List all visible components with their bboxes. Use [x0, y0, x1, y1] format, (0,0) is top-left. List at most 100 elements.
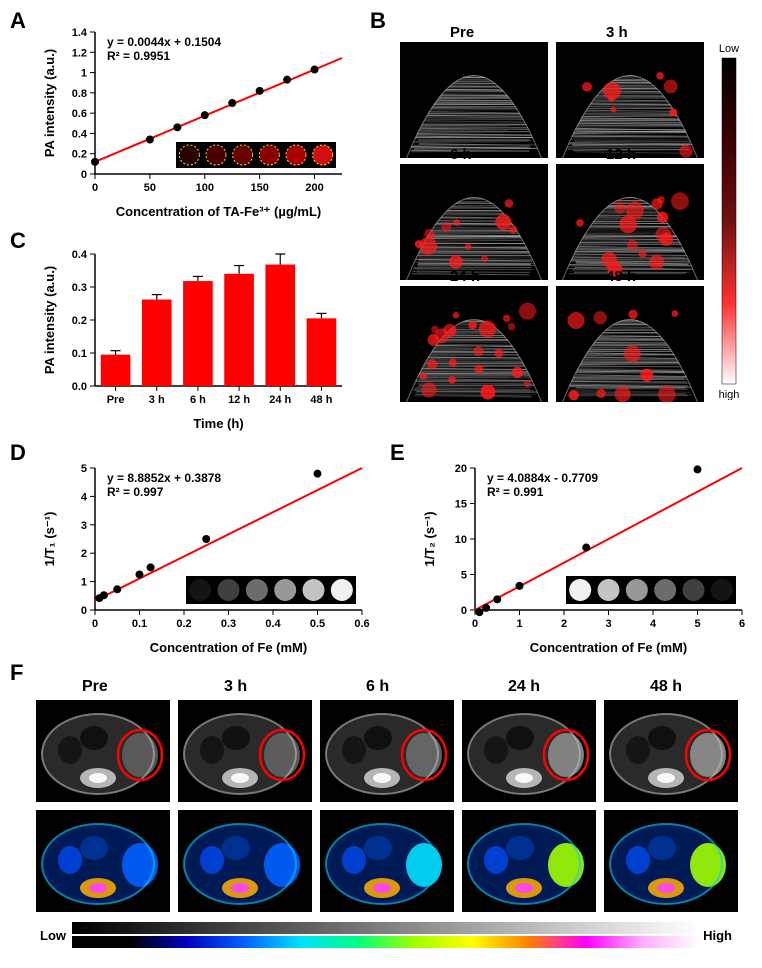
panel-f-tile [320, 810, 454, 912]
panel-f-tile-label: 24 h [508, 678, 540, 696]
panel-f-tile [604, 810, 738, 912]
svg-text:R² = 0.9951: R² = 0.9951 [107, 49, 170, 63]
panel-f-tile-label: Pre [82, 678, 108, 696]
svg-text:1/T₂ (s⁻¹): 1/T₂ (s⁻¹) [422, 511, 437, 566]
svg-text:150: 150 [250, 182, 268, 194]
svg-text:15: 15 [455, 499, 467, 511]
svg-text:6: 6 [739, 618, 745, 630]
panel-label-e: E [390, 440, 405, 466]
panel-label-f: F [10, 660, 23, 686]
svg-text:0: 0 [472, 618, 478, 630]
svg-text:PA intensity (a.u.): PA intensity (a.u.) [42, 266, 57, 374]
panel-f-gray-row [36, 700, 738, 802]
svg-text:0.2: 0.2 [72, 315, 87, 327]
svg-text:0: 0 [461, 605, 467, 617]
panel-b-tile [556, 42, 704, 158]
panel-b-tile-label: 48 h [606, 268, 636, 285]
svg-text:y = 0.0044x + 0.1504: y = 0.0044x + 0.1504 [107, 35, 221, 49]
svg-text:1: 1 [81, 68, 87, 80]
svg-text:0.3: 0.3 [72, 282, 87, 294]
panel-b-tile-label: 12 h [606, 146, 636, 163]
svg-text:0.4: 0.4 [72, 128, 88, 140]
svg-text:24 h: 24 h [269, 394, 291, 406]
svg-text:5: 5 [461, 570, 467, 582]
svg-text:0: 0 [92, 182, 98, 194]
panel-f-tile-label: 6 h [366, 678, 389, 696]
svg-text:0: 0 [92, 618, 98, 630]
svg-text:3 h: 3 h [149, 394, 165, 406]
panel-b-grid [400, 42, 704, 402]
svg-text:4: 4 [650, 618, 657, 630]
svg-text:High: High [703, 928, 732, 943]
panel-b-tile-label: Pre [450, 24, 474, 41]
svg-text:Concentration of Fe (mM): Concentration of Fe (mM) [150, 640, 307, 655]
svg-text:0: 0 [81, 169, 87, 181]
svg-text:200: 200 [305, 182, 323, 194]
panel-f-tile [604, 700, 738, 802]
panel-b-tile [556, 286, 704, 402]
svg-text:1/T₁ (s⁻¹): 1/T₁ (s⁻¹) [42, 512, 57, 567]
panel-b-tile-label: 24 h [450, 268, 480, 285]
svg-text:5: 5 [694, 618, 700, 630]
svg-text:R² = 0.991: R² = 0.991 [487, 485, 544, 499]
panel-f-color-row [36, 810, 738, 912]
panel-f-tile [36, 700, 170, 802]
panel-label-d: D [10, 440, 26, 466]
panel-f-tile [462, 810, 596, 912]
svg-text:R² = 0.997: R² = 0.997 [107, 485, 164, 499]
panel-b-tile [400, 42, 548, 158]
panel-f-tile [462, 700, 596, 802]
svg-text:48 h: 48 h [310, 394, 332, 406]
svg-text:0.2: 0.2 [176, 618, 191, 630]
svg-text:Pre: Pre [107, 394, 125, 406]
svg-text:0.2: 0.2 [72, 149, 87, 161]
svg-text:2: 2 [81, 548, 87, 560]
svg-text:Concentration of Fe (mM): Concentration of Fe (mM) [530, 640, 687, 655]
panel-c-chart: 0.0 0.1 0.2 0.3 0.4 Pre 3 h 6 h 12 h 24 h 48 h Time… [40, 244, 350, 434]
svg-text:0.1: 0.1 [132, 618, 147, 630]
panel-f-tile [178, 700, 312, 802]
svg-text:Time (h): Time (h) [193, 416, 243, 431]
svg-text:0.3: 0.3 [221, 618, 236, 630]
svg-text:2: 2 [561, 618, 567, 630]
panel-f-tile [178, 810, 312, 912]
panel-f-tile-label: 48 h [650, 678, 682, 696]
svg-text:1: 1 [516, 618, 522, 630]
panel-label-b: B [370, 8, 386, 34]
svg-text:20: 20 [455, 463, 467, 475]
panel-d-chart: 00.10.20.30.40.50.6012345Concentration o… [40, 458, 370, 658]
svg-text:0.5: 0.5 [310, 618, 325, 630]
panel-label-c: C [10, 228, 26, 254]
panel-b-tile-label: 3 h [606, 24, 628, 41]
svg-text:6 h: 6 h [190, 394, 206, 406]
svg-text:0.6: 0.6 [72, 108, 87, 120]
panel-label-a: A [10, 8, 26, 34]
svg-text:0.6: 0.6 [354, 618, 369, 630]
svg-text:3: 3 [605, 618, 611, 630]
panel-f-tile-label: 3 h [224, 678, 247, 696]
svg-text:PA intensity (a.u.): PA intensity (a.u.) [42, 49, 57, 157]
svg-text:Concentration of TA-Fe³⁺ (µg/m: Concentration of TA-Fe³⁺ (µg/mL) [116, 204, 321, 219]
figure-root: A B C D E F 05010015020000.20.40.60.811.… [0, 0, 762, 968]
svg-text:10: 10 [455, 534, 467, 546]
svg-text:0.8: 0.8 [72, 88, 87, 100]
panel-f-tile [320, 700, 454, 802]
svg-text:12 h: 12 h [228, 394, 250, 406]
svg-text:0.1: 0.1 [72, 348, 87, 360]
panel-b-tile [556, 164, 704, 280]
panel-e-chart: 0 1 2 3 4 5 6 0 5 10 15 20 Concentration of Fe (mM) 1… [420, 458, 750, 658]
panel-a-chart: 05010015020000.20.40.60.811.21.4Concentr… [40, 22, 350, 222]
svg-text:1.4: 1.4 [72, 27, 88, 39]
svg-text:high: high [719, 389, 740, 400]
svg-text:100: 100 [196, 182, 214, 194]
panel-b-tile-label: 6 h [450, 146, 472, 163]
svg-text:0.4: 0.4 [72, 249, 88, 261]
svg-text:4: 4 [81, 491, 88, 503]
panel-b-colorbar: Low high [716, 42, 744, 400]
panel-b-tile [400, 286, 548, 402]
svg-text:Low: Low [719, 43, 739, 55]
svg-text:y = 4.0884x - 0.7709: y = 4.0884x - 0.7709 [487, 471, 598, 485]
svg-text:0.4: 0.4 [265, 618, 281, 630]
svg-text:0.0: 0.0 [72, 381, 87, 393]
svg-text:3: 3 [81, 520, 87, 532]
